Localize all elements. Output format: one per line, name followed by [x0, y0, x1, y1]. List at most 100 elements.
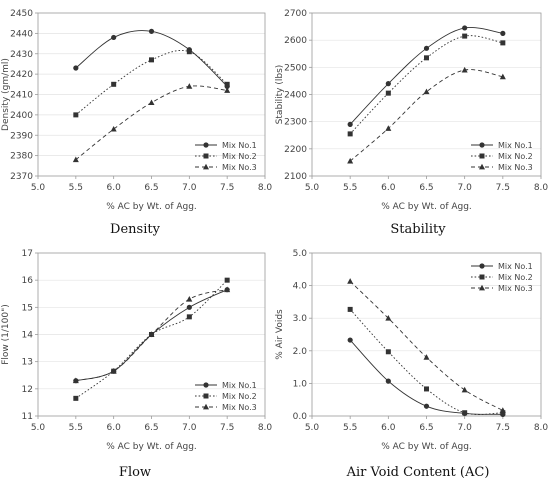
series-line — [349, 339, 503, 415]
y-axis-label: Stability (lbs) — [275, 65, 285, 125]
series-3 — [72, 286, 231, 384]
legend-marker — [479, 153, 485, 159]
legend-entry: Mix No.3 — [498, 163, 533, 172]
y-tick-label: 2500 — [284, 63, 307, 73]
data-point — [462, 25, 468, 31]
x-tick-label: 6.0 — [381, 183, 396, 193]
data-point — [224, 286, 231, 293]
y-tick-label: 13 — [22, 358, 33, 368]
data-point — [347, 121, 353, 127]
x-tick-label: 5.5 — [343, 423, 357, 433]
x-tick-label: 8.0 — [258, 183, 273, 193]
legend-marker — [203, 153, 209, 159]
legend-entry: Mix No.1 — [222, 381, 257, 390]
series-2 — [347, 306, 506, 416]
x-tick-label: 8.0 — [534, 183, 549, 193]
chart-caption: Stability — [390, 222, 446, 237]
y-tick-label: 2.0 — [293, 347, 308, 357]
legend-entry: Mix No.2 — [222, 392, 257, 401]
data-point — [148, 28, 155, 34]
legend-marker — [479, 142, 485, 148]
data-point — [462, 410, 468, 416]
data-point — [385, 378, 391, 384]
data-point — [149, 57, 154, 63]
y-tick-label: 2430 — [10, 50, 33, 60]
y-tick-label: 1.0 — [293, 379, 308, 389]
legend-marker — [203, 142, 209, 148]
series-2 — [347, 33, 506, 137]
data-point — [186, 304, 192, 310]
data-point — [385, 349, 391, 355]
x-tick-label: 6.5 — [144, 183, 158, 193]
series-line — [349, 69, 503, 162]
x-axis-label: % AC by Wt. of Agg. — [381, 202, 472, 212]
series-3 — [72, 83, 231, 163]
data-point — [461, 386, 468, 393]
legend-marker — [203, 403, 209, 410]
data-point — [385, 125, 392, 131]
data-point — [500, 40, 506, 46]
x-tick-label: 6.5 — [419, 423, 433, 433]
data-point — [347, 131, 353, 137]
x-tick-label: 5.0 — [305, 423, 320, 433]
legend: Mix No.1 Mix No.2 Mix No.3 — [471, 262, 533, 293]
legend-entry: Mix No.2 — [498, 273, 533, 282]
legend-entry: Mix No.2 — [498, 152, 533, 161]
data-point — [423, 403, 430, 409]
chart-caption: Flow — [119, 465, 151, 480]
y-tick-label: 12 — [22, 385, 33, 395]
x-tick-label: 5.5 — [343, 183, 357, 193]
data-point — [224, 81, 230, 87]
data-point — [73, 112, 79, 118]
legend-marker — [203, 382, 209, 388]
data-point — [461, 66, 468, 73]
chart-panel-3: 11 12 13 14 15 16 17 5.0 5.5 6.0 6.5 7.0 7.5 8.0 % AC … — [1, 249, 272, 480]
data-point — [385, 315, 392, 321]
data-point — [186, 49, 192, 55]
y-tick-label: 2380 — [10, 152, 33, 162]
y-tick-label: 2420 — [10, 70, 33, 80]
data-point — [424, 55, 429, 61]
x-tick-label: 6.0 — [107, 423, 122, 433]
data-point — [148, 99, 155, 106]
legend-marker — [479, 263, 485, 269]
x-axis-label: % AC by Wt. of Agg. — [106, 442, 197, 452]
data-point — [110, 125, 117, 132]
x-tick-label: 5.5 — [69, 183, 83, 193]
y-tick-label: 16 — [22, 276, 34, 286]
data-point — [186, 83, 193, 89]
series-3 — [347, 66, 506, 164]
data-point — [423, 88, 430, 95]
legend: Mix No.1 Mix No.2 Mix No.3 — [195, 141, 257, 172]
data-point — [347, 157, 354, 164]
plot-frame — [311, 12, 542, 177]
data-point — [111, 34, 117, 41]
data-point — [385, 81, 391, 87]
data-point — [110, 367, 117, 374]
legend-marker — [203, 393, 209, 399]
y-tick-label: 2600 — [284, 36, 307, 46]
chart-panel-4: 0.0 1.0 2.0 3.0 4.0 5.0 5.0 5.5 6.0 6.5 7.0 7.5 8.0%… — [275, 249, 548, 480]
data-point — [73, 65, 79, 71]
y-tick-label: 11 — [22, 412, 33, 422]
data-point — [500, 30, 506, 36]
legend-entry: Mix No.1 — [498, 141, 533, 150]
y-tick-label: 15 — [22, 303, 33, 313]
data-point — [72, 156, 79, 163]
x-tick-label: 5.0 — [31, 423, 46, 433]
data-point — [186, 295, 193, 302]
series-line — [75, 279, 228, 399]
x-tick-label: 7.0 — [182, 183, 197, 193]
series-2 — [73, 49, 230, 118]
legend-marker — [203, 163, 209, 170]
data-point — [424, 386, 429, 392]
data-point — [423, 354, 430, 360]
y-tick-label: 2300 — [284, 118, 307, 128]
data-point — [423, 45, 430, 51]
y-tick-label: 2400 — [284, 91, 307, 101]
y-axis-label: % Air Voids — [275, 309, 285, 360]
y-tick-label: 5.0 — [293, 249, 308, 259]
y-tick-label: 4.0 — [293, 282, 308, 292]
legend-marker — [479, 274, 485, 280]
